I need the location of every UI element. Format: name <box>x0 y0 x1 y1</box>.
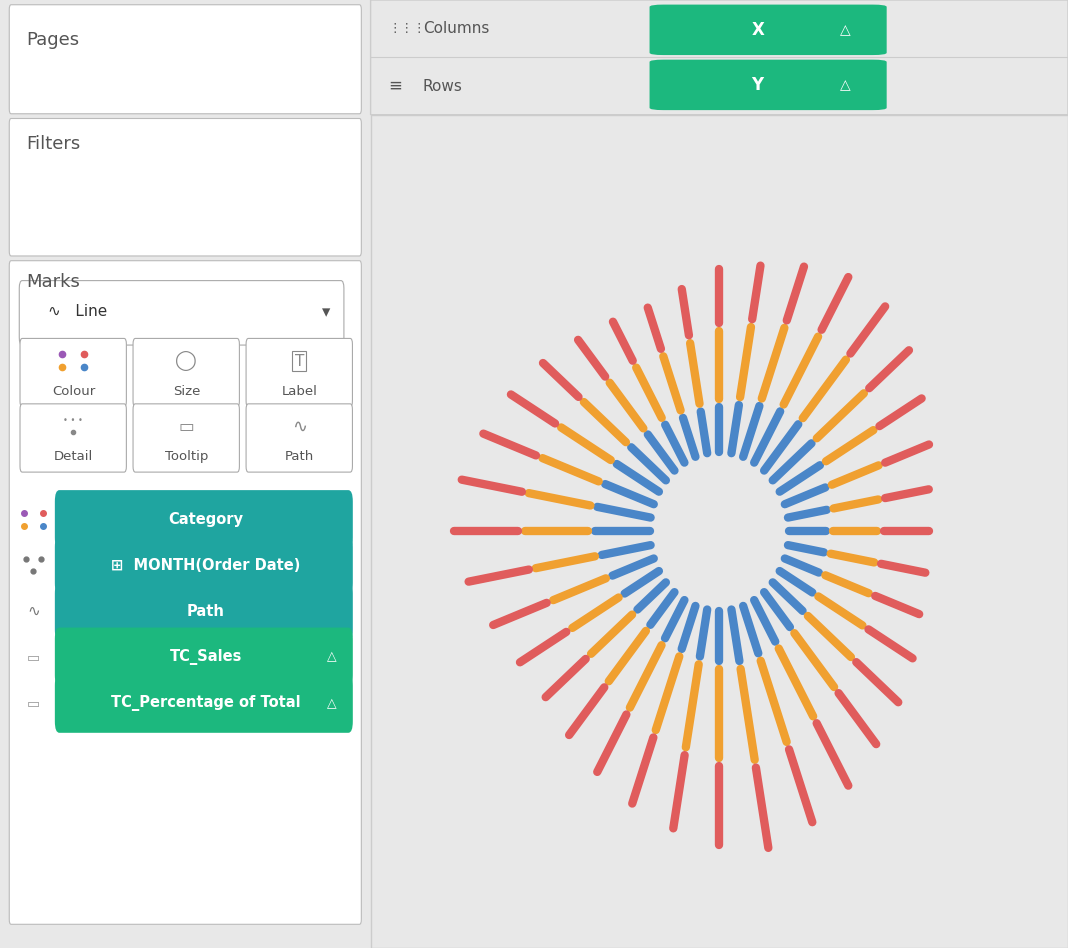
FancyBboxPatch shape <box>54 490 352 549</box>
Text: X: X <box>751 21 764 39</box>
Text: Label: Label <box>282 385 317 398</box>
Text: ▭: ▭ <box>27 697 40 710</box>
FancyBboxPatch shape <box>20 338 126 407</box>
FancyBboxPatch shape <box>10 261 361 924</box>
Text: △: △ <box>839 78 850 92</box>
FancyBboxPatch shape <box>371 0 1068 115</box>
Text: Pages: Pages <box>26 31 79 49</box>
FancyBboxPatch shape <box>54 628 352 686</box>
Text: △: △ <box>327 697 336 710</box>
FancyBboxPatch shape <box>54 582 352 641</box>
Text: Rows: Rows <box>423 79 462 94</box>
Text: ∿: ∿ <box>27 604 40 619</box>
Text: ⋮⋮⋮: ⋮⋮⋮ <box>388 22 425 35</box>
FancyBboxPatch shape <box>649 5 886 55</box>
FancyBboxPatch shape <box>20 404 126 472</box>
Text: ⊞  MONTH(Order Date): ⊞ MONTH(Order Date) <box>111 557 300 573</box>
Text: △: △ <box>327 650 336 664</box>
Text: TC_Percentage of Total: TC_Percentage of Total <box>111 696 300 711</box>
FancyBboxPatch shape <box>19 281 344 345</box>
FancyBboxPatch shape <box>10 118 361 256</box>
FancyBboxPatch shape <box>54 536 352 594</box>
Text: ∿   Line: ∿ Line <box>48 304 108 319</box>
Text: ◯: ◯ <box>175 351 198 372</box>
Text: Detail: Detail <box>53 450 93 464</box>
Text: Colour: Colour <box>51 385 95 398</box>
Text: Filters: Filters <box>26 135 80 153</box>
Text: Category: Category <box>168 512 244 527</box>
Text: Path: Path <box>285 450 314 464</box>
Text: Columns: Columns <box>423 21 489 36</box>
Text: Y: Y <box>752 76 764 94</box>
FancyBboxPatch shape <box>134 404 239 472</box>
FancyBboxPatch shape <box>649 60 886 110</box>
FancyBboxPatch shape <box>10 5 361 114</box>
Text: TC_Sales: TC_Sales <box>170 649 241 665</box>
Text: ▾: ▾ <box>321 303 330 320</box>
Text: T: T <box>295 354 304 369</box>
Text: • • •: • • • <box>63 416 83 426</box>
Text: ▭: ▭ <box>178 418 194 435</box>
FancyBboxPatch shape <box>134 338 239 407</box>
Text: ≡: ≡ <box>388 77 402 95</box>
FancyBboxPatch shape <box>246 404 352 472</box>
Text: △: △ <box>839 23 850 37</box>
Text: ∿: ∿ <box>292 418 307 435</box>
Text: Size: Size <box>173 385 200 398</box>
Text: ▭: ▭ <box>27 650 40 664</box>
FancyBboxPatch shape <box>54 674 352 733</box>
Text: Tooltip: Tooltip <box>164 450 208 464</box>
Text: Marks: Marks <box>26 273 80 291</box>
Text: Path: Path <box>187 604 224 619</box>
FancyBboxPatch shape <box>246 338 352 407</box>
